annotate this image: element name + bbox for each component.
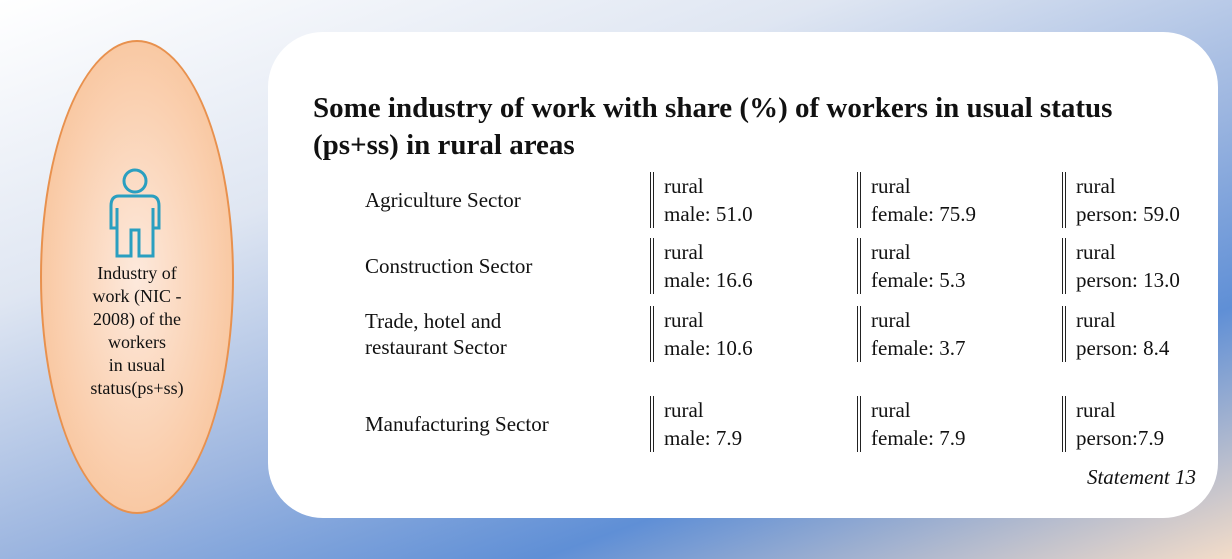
title-line: Some industry of work with share (%) of … <box>313 92 1113 124</box>
sidebar-line: workers <box>108 332 166 352</box>
sector-label: Construction Sector <box>365 253 532 279</box>
value-cell: rural female: 3.7 <box>857 306 965 362</box>
sidebar-label: Industry of work (NIC - 2008) of the worker… <box>40 262 234 400</box>
title-line: (ps+ss) in rural areas <box>313 129 575 161</box>
value-cell: rural male: 16.6 <box>650 238 753 294</box>
value-cell: rural male: 7.9 <box>650 396 742 452</box>
sector-line: restaurant Sector <box>365 335 507 359</box>
sector-label: Manufacturing Sector <box>365 411 549 437</box>
person-icon <box>109 168 161 258</box>
cell-line: rural <box>1076 240 1116 264</box>
value-cell: rural person: 13.0 <box>1062 238 1180 294</box>
cell-line: rural <box>871 308 911 332</box>
cell-line: male: 7.9 <box>664 426 743 450</box>
cell-line: male: 16.6 <box>664 268 753 292</box>
cell-line: rural <box>871 240 911 264</box>
cell-line: rural <box>664 240 704 264</box>
cell-line: female: 7.9 <box>871 426 966 450</box>
cell-line: rural <box>1076 308 1116 332</box>
sector-line: Trade, hotel and <box>365 309 502 333</box>
cell-line: female: 3.7 <box>871 336 966 360</box>
sector-line: Agriculture Sector <box>365 188 521 212</box>
value-cell: rural person: 59.0 <box>1062 172 1180 228</box>
sidebar-line: 2008) of the <box>93 309 181 329</box>
cell-line: rural <box>871 174 911 198</box>
value-cell: rural person: 8.4 <box>1062 306 1169 362</box>
sector-line: Manufacturing Sector <box>365 412 549 436</box>
sidebar-line: status(ps+ss) <box>90 378 184 398</box>
sidebar-line: work (NIC - <box>92 286 182 306</box>
sidebar-line: in usual <box>108 355 166 375</box>
cell-line: person: 59.0 <box>1076 202 1180 226</box>
cell-line: rural <box>664 174 704 198</box>
sector-line: Construction Sector <box>365 254 533 278</box>
cell-line: female: 5.3 <box>871 268 966 292</box>
cell-line: rural <box>1076 174 1116 198</box>
cell-line: person: 8.4 <box>1076 336 1170 360</box>
sector-label: Agriculture Sector <box>365 187 521 213</box>
cell-line: person:7.9 <box>1076 426 1165 450</box>
sidebar-ellipse <box>40 40 234 514</box>
value-cell: rural female: 7.9 <box>857 396 965 452</box>
value-cell: rural male: 51.0 <box>650 172 753 228</box>
content-panel <box>268 32 1218 518</box>
value-cell: rural male: 10.6 <box>650 306 753 362</box>
sidebar-line: Industry of <box>97 263 177 283</box>
sector-label: Trade, hotel and restaurant Sector <box>365 308 507 360</box>
title: Some industry of work with share (%) of … <box>313 90 1112 164</box>
cell-line: female: 75.9 <box>871 202 976 226</box>
cell-line: rural <box>664 398 704 422</box>
value-cell: rural female: 5.3 <box>857 238 965 294</box>
cell-line: male: 10.6 <box>664 336 753 360</box>
cell-line: rural <box>871 398 911 422</box>
cell-line: male: 51.0 <box>664 202 753 226</box>
footer: Statement 13 <box>1086 465 1196 489</box>
cell-line: person: 13.0 <box>1076 268 1180 292</box>
cell-line: rural <box>1076 398 1116 422</box>
value-cell: rural person:7.9 <box>1062 396 1164 452</box>
cell-line: rural <box>664 308 704 332</box>
value-cell: rural female: 75.9 <box>857 172 976 228</box>
